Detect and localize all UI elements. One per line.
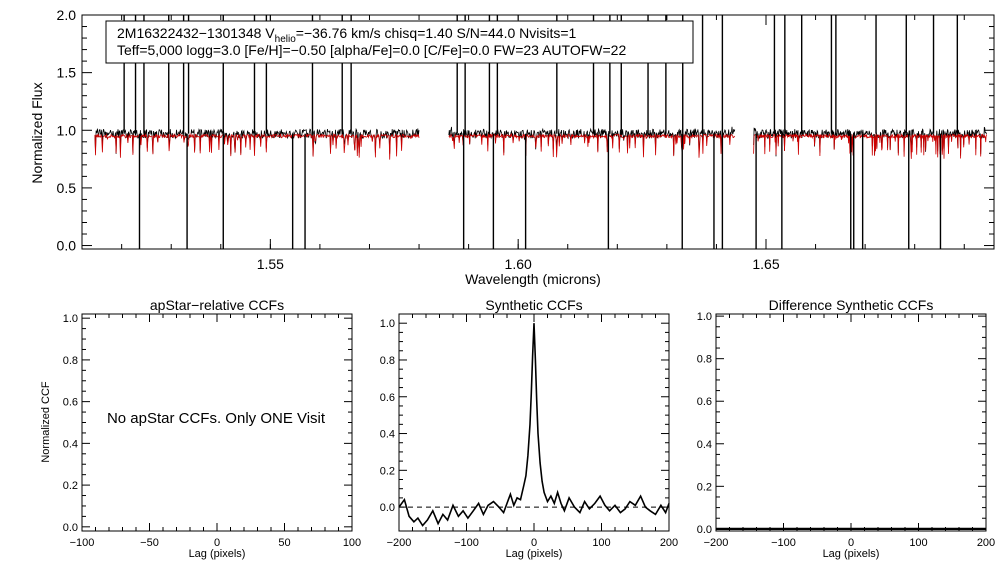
synthetic-ccf-panel: Synthetic CCFs −200 −100 0 100 200 0.0 0.2 0.4 0… <box>380 297 678 560</box>
y-tick-label: 0.2 <box>63 480 78 492</box>
info-line-2: Teff=5,000 logg=3.0 [Fe/H]=−0.50 [alpha/… <box>117 42 626 58</box>
y-tick-label: 0.2 <box>380 465 395 477</box>
y-tick-label: 0.8 <box>697 354 712 366</box>
star-id-and-v-label: 2M16322432−1301348 V <box>117 25 275 41</box>
y-tick-label: 0.0 <box>63 522 78 534</box>
x-tick-label: −200 <box>704 537 729 549</box>
y-tick-label: 0.4 <box>63 438 78 450</box>
x-tick-label: 0 <box>531 537 537 549</box>
difference-ccf-frame <box>715 313 987 532</box>
x-tick-label: 100 <box>343 537 361 549</box>
y-tick-label: 0.6 <box>63 397 78 409</box>
x-tick-label: 0 <box>214 537 220 549</box>
x-tick-label: 200 <box>660 537 678 549</box>
y-tick-label: 0.0 <box>697 524 712 536</box>
v-subscript: helio <box>275 34 297 45</box>
x-tick-label: −200 <box>387 537 412 549</box>
spectrum-ylabel: Normalized Flux <box>29 82 45 183</box>
synthetic-ccf-title: Synthetic CCFs <box>485 297 582 313</box>
x-tick-label: 1.65 <box>752 256 779 272</box>
y-tick-label: 1.5 <box>57 65 77 81</box>
y-tick-label: 0.4 <box>380 429 395 441</box>
y-tick-label: 1.0 <box>63 313 78 325</box>
y-tick-label: 0.6 <box>697 396 712 408</box>
model-flux-line-chip-1 <box>94 132 420 160</box>
y-tick-label: 1.0 <box>697 311 712 323</box>
synthetic-ccf-xlabel: Lag (pixels) <box>506 548 563 560</box>
apstar-ccf-xlabel: Lag (pixels) <box>189 548 246 560</box>
y-tick-label: 0.0 <box>57 238 77 254</box>
synthetic-ccf-ticks: −200 −100 0 100 200 0.0 0.2 0.4 0.6 0.8 1.0 <box>380 314 678 549</box>
y-tick-label: 0.0 <box>380 502 395 514</box>
difference-ccf-ticks: −200 −100 0 100 200 0.0 0.2 0.4 0.6 0.8 1.0 <box>697 311 995 549</box>
x-tick-label: 1.55 <box>257 256 284 272</box>
x-tick-label: 100 <box>592 537 610 549</box>
difference-ccf-xlabel: Lag (pixels) <box>823 548 880 560</box>
y-tick-label: 0.6 <box>380 392 395 404</box>
x-tick-label: −50 <box>140 537 159 549</box>
info-line-1: 2M16322432−1301348 Vhelio=−36.76 km/s ch… <box>117 25 577 45</box>
x-tick-label: 100 <box>909 537 927 549</box>
x-tick-label: 50 <box>278 537 290 549</box>
y-tick-label: 1.0 <box>380 318 395 330</box>
y-tick-label: 0.4 <box>697 439 712 451</box>
y-tick-label: 1.0 <box>57 122 77 138</box>
spectrum-xlabel: Wavelength (microns) <box>465 271 601 287</box>
synthetic-ccf-series-line <box>398 323 670 527</box>
observed-flux-line-chip-1 <box>94 127 420 156</box>
apstar-ccf-note: No apStar CCFs. Only ONE Visit <box>107 410 326 427</box>
visit-stats: =−36.76 km/s chisq=1.40 S/N=44.0 Nvisits… <box>296 25 577 41</box>
x-tick-label: 200 <box>977 537 995 549</box>
apstar-ccf-ticks: −100 −50 0 50 100 0.0 0.2 0.4 0.6 0.8 1.0 <box>63 313 361 549</box>
y-tick-label: 0.8 <box>380 355 395 367</box>
spectrum-ticks: 1.55 1.60 1.65 0.0 0.5 1.0 1.5 2.0 <box>57 7 994 272</box>
apstar-ccf-title: apStar−relative CCFs <box>150 297 284 313</box>
synthetic-ccf-frame <box>398 313 670 532</box>
difference-ccf-panel: Difference Synthetic CCFs −200 −100 0 100 20… <box>697 297 995 560</box>
y-tick-label: 0.8 <box>63 355 78 367</box>
y-tick-label: 2.0 <box>57 7 77 23</box>
difference-ccf-title: Difference Synthetic CCFs <box>769 297 934 313</box>
model-flux-line-chip-3 <box>753 132 987 159</box>
model-flux-line-chip-2 <box>448 132 736 158</box>
x-tick-label: −100 <box>70 537 95 549</box>
x-tick-label: −100 <box>454 537 479 549</box>
info-box-frame <box>105 20 694 64</box>
x-tick-label: 1.60 <box>505 256 532 272</box>
x-tick-label: 0 <box>848 537 854 549</box>
y-tick-label: 0.5 <box>57 180 77 196</box>
spectrum-info-box: 2M16322432−1301348 Vhelio=−36.76 km/s ch… <box>105 20 694 64</box>
spectrum-frame <box>81 14 995 250</box>
observed-flux-line-chip-2 <box>448 126 736 157</box>
apstar-ccf-ylabel: Normalized CCF <box>40 381 52 463</box>
spectrum-chip-lines <box>94 126 987 160</box>
y-tick-label: 0.2 <box>697 481 712 493</box>
apstar-ccf-panel: apStar−relative CCFs −100 −50 0 50 100 0.0 0.2… <box>40 297 361 560</box>
spectrum-panel: 1.55 1.60 1.65 0.0 0.5 1.0 1.5 2.0 2M16322432−1… <box>29 7 995 287</box>
x-tick-label: −100 <box>771 537 796 549</box>
